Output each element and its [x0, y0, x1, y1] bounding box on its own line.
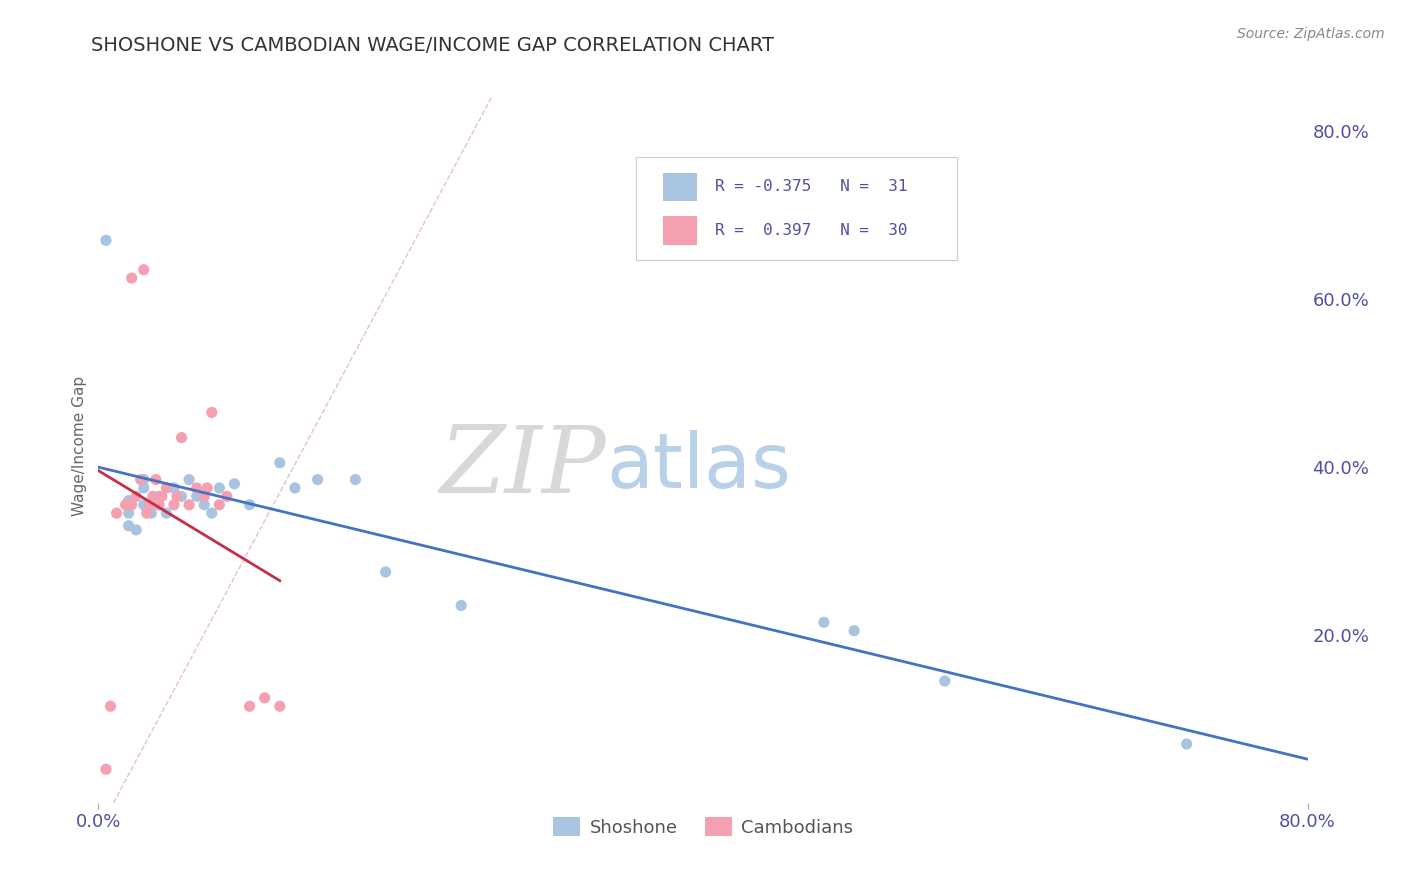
Point: [224, 476, 246, 491]
Point: [135, 506, 157, 520]
Point: [132, 262, 155, 277]
Text: R =  0.397   N =  30: R = 0.397 N = 30: [716, 223, 908, 238]
Point: [284, 481, 307, 495]
Point: [374, 565, 396, 579]
Point: [239, 699, 262, 714]
Point: [934, 674, 956, 689]
Point: [193, 498, 215, 512]
Point: [118, 506, 141, 520]
Point: [170, 489, 193, 503]
Y-axis label: Wage/Income Gap: Wage/Income Gap: [72, 376, 87, 516]
Point: [155, 481, 177, 495]
Text: R = -0.375   N =  31: R = -0.375 N = 31: [716, 179, 908, 194]
Point: [208, 481, 231, 495]
Point: [186, 489, 208, 503]
Point: [121, 271, 143, 285]
Point: [1175, 737, 1198, 751]
Point: [170, 431, 193, 445]
Point: [114, 498, 136, 512]
Point: [132, 498, 155, 512]
Point: [195, 481, 218, 495]
Point: [344, 473, 367, 487]
Point: [129, 473, 152, 487]
Legend: Shoshone, Cambodians: Shoshone, Cambodians: [546, 810, 860, 844]
FancyBboxPatch shape: [637, 157, 957, 260]
Point: [179, 498, 201, 512]
Point: [148, 498, 170, 512]
Point: [166, 489, 188, 503]
Text: SHOSHONE VS CAMBODIAN WAGE/INCOME GAP CORRELATION CHART: SHOSHONE VS CAMBODIAN WAGE/INCOME GAP CO…: [91, 36, 775, 54]
Point: [145, 473, 167, 487]
Point: [813, 615, 835, 630]
FancyBboxPatch shape: [664, 173, 697, 202]
Point: [148, 489, 170, 503]
Point: [163, 498, 186, 512]
Point: [269, 456, 291, 470]
Point: [269, 699, 291, 714]
Point: [450, 599, 472, 613]
Text: atlas: atlas: [606, 431, 792, 504]
Point: [307, 473, 329, 487]
Point: [193, 489, 215, 503]
Point: [118, 493, 141, 508]
Point: [94, 233, 117, 247]
Point: [100, 699, 122, 714]
Point: [253, 690, 276, 705]
Point: [150, 489, 173, 503]
FancyBboxPatch shape: [664, 216, 697, 244]
Point: [125, 489, 148, 503]
Point: [215, 489, 238, 503]
Point: [186, 481, 208, 495]
Point: [139, 498, 162, 512]
Point: [132, 481, 155, 495]
Point: [142, 489, 165, 503]
Point: [94, 762, 117, 776]
Point: [179, 473, 201, 487]
Point: [155, 506, 177, 520]
Point: [844, 624, 866, 638]
Point: [208, 498, 231, 512]
Text: Source: ZipAtlas.com: Source: ZipAtlas.com: [1237, 27, 1385, 41]
Text: ZIP: ZIP: [440, 423, 606, 512]
Point: [105, 506, 128, 520]
Point: [201, 506, 224, 520]
Point: [163, 481, 186, 495]
Point: [118, 498, 141, 512]
Point: [121, 498, 143, 512]
Point: [118, 518, 141, 533]
Point: [141, 506, 163, 520]
Point: [125, 523, 148, 537]
Point: [132, 473, 155, 487]
Point: [148, 498, 170, 512]
Point: [201, 405, 224, 419]
Point: [239, 498, 262, 512]
